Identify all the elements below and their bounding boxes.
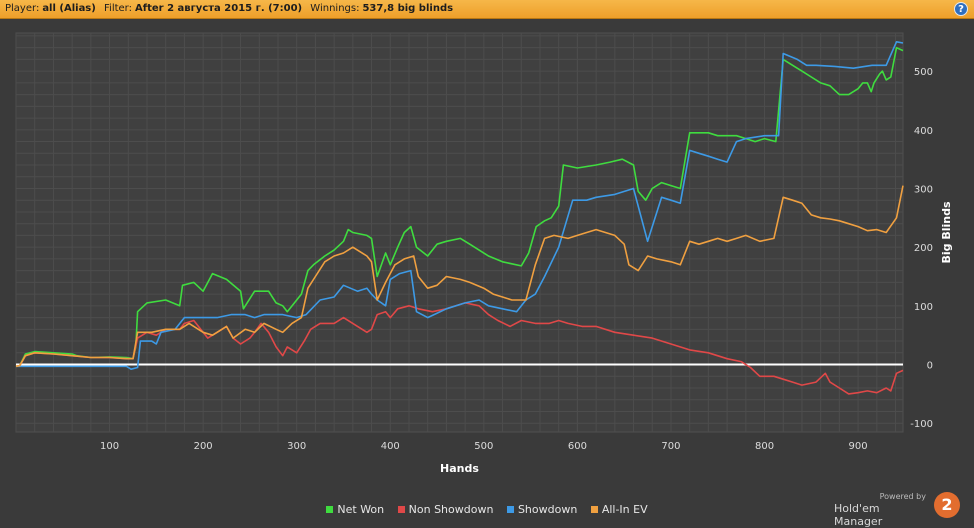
y-tick-label: 0 (927, 361, 933, 372)
x-tick-label: 200 (194, 441, 213, 452)
y-axis-label: Big Blinds (940, 201, 953, 263)
y-tick-label: 100 (914, 302, 933, 313)
brand-name: Hold'em Manager (834, 502, 883, 528)
y-tick-label: 200 (914, 243, 933, 254)
x-tick-label: 700 (661, 441, 680, 452)
net-won-swatch (326, 506, 334, 513)
filter-value: After 2 августа 2015 г. (7:00) (135, 3, 303, 14)
powered-by-text: Powered by (879, 492, 926, 501)
plot-area (15, 32, 904, 433)
filter-bar: Player: all (Alias) Filter: After 2 август… (0, 0, 974, 19)
winnings-graph: 100 200 300 400 500 600 700 800 900 -100 0 100 200 30… (15, 32, 953, 475)
help-icon[interactable]: ? (954, 2, 968, 16)
series-line-net-won (15, 46, 904, 368)
x-tick-label: 500 (474, 441, 493, 452)
winnings-label: Winnings: (310, 3, 360, 14)
player-label: Player: (5, 3, 40, 14)
y-tick-label: 300 (914, 184, 933, 195)
all-in-ev-swatch (590, 506, 598, 513)
legend-net-won-label: Net Won (337, 503, 385, 516)
x-tick-label: 400 (381, 441, 400, 452)
legend-item-net-won[interactable]: Net Won (326, 503, 384, 516)
legend-all-in-ev-label: All-In EV (601, 503, 648, 516)
brand-logo: Powered by Hold'em Manager 2 (834, 492, 964, 528)
player-value: all (Alias) (42, 3, 96, 14)
legend-item-non-showdown[interactable]: Non Showdown (397, 503, 494, 516)
y-tick-label: -100 (910, 419, 933, 430)
y-tick-label: 500 (914, 67, 933, 78)
x-axis-label: Hands (440, 462, 479, 475)
legend-item-all-in-ev[interactable]: All-In EV (590, 503, 648, 516)
non-showdown-swatch (397, 506, 405, 513)
x-tick-label: 300 (287, 441, 306, 452)
winnings-value: 537,8 big blinds (362, 3, 454, 14)
legend-non-showdown-label: Non Showdown (408, 503, 494, 516)
series-line-all-in-ev (15, 185, 904, 368)
legend-item-showdown[interactable]: Showdown (506, 503, 578, 516)
showdown-swatch (506, 506, 514, 513)
legend-showdown-label: Showdown (517, 503, 578, 516)
x-tick-label: 800 (755, 441, 774, 452)
y-tick-label: 400 (914, 126, 933, 137)
legend: Net Won Non Showdown Showdown All-In EV (0, 503, 974, 516)
logo-icon: 2 (934, 492, 960, 518)
x-tick-label: 600 (568, 441, 587, 452)
series-line-showdown (16, 41, 904, 370)
filter-label: Filter: (104, 3, 132, 14)
x-tick-label: 100 (100, 441, 119, 452)
x-tick-label: 900 (849, 441, 868, 452)
